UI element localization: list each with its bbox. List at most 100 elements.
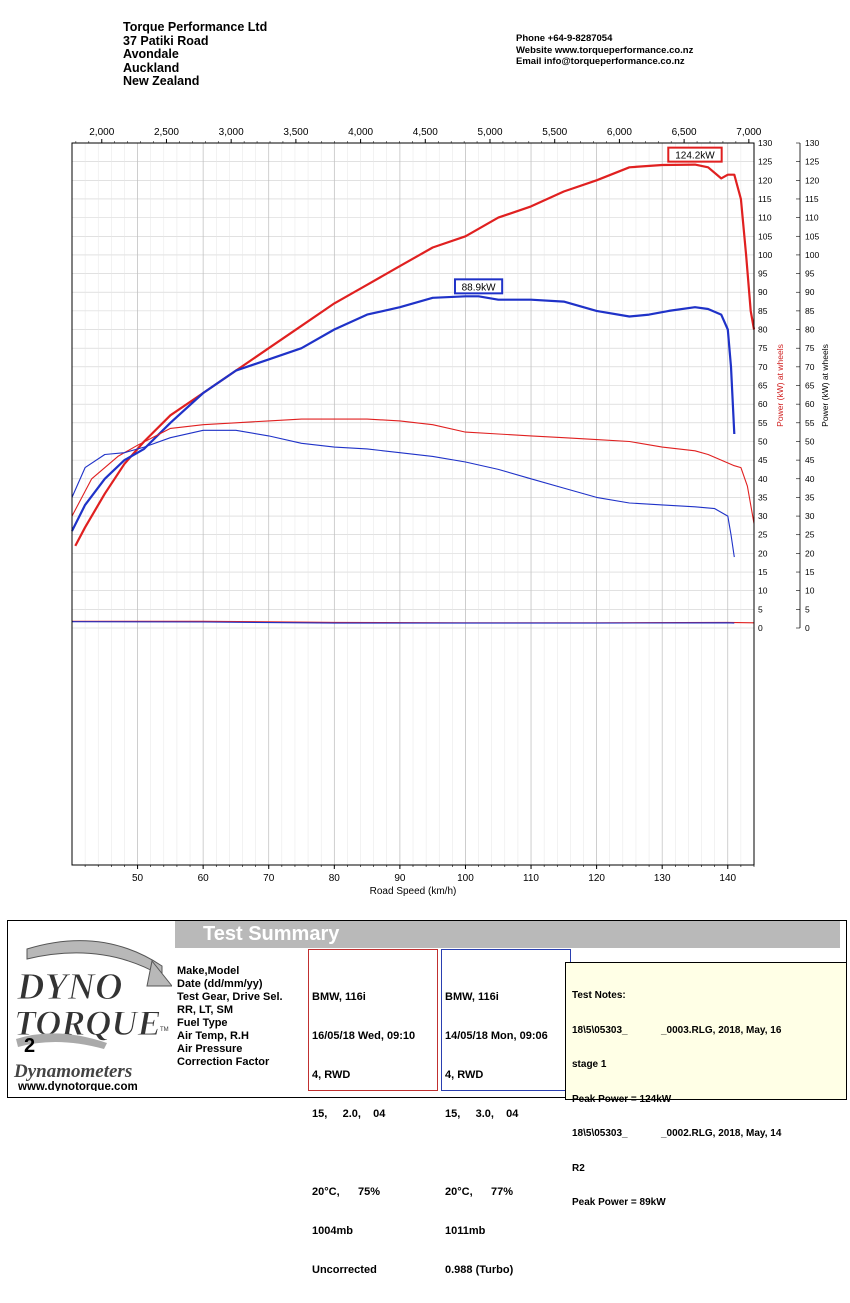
rpm-tick-label: 3,500 (283, 127, 308, 138)
test-notes-box: Test Notes: 18\5\05303_ _0003.RLG, 2018,… (565, 962, 847, 1208)
outer-y-tick-label: 65 (805, 381, 815, 391)
y-tick-label: 15 (758, 567, 768, 577)
outer-y-tick-label: 130 (805, 138, 819, 148)
y-tick-label: 35 (758, 492, 768, 502)
rpm-tick-label: 2,500 (154, 127, 179, 138)
outer-y-tick-label: 95 (805, 269, 815, 279)
rpm-tick-label: 5,000 (477, 127, 502, 138)
address-line: 37 Patiki Road (123, 33, 209, 48)
y-tick-label: 10 (758, 586, 768, 596)
y-tick-label: 115 (758, 194, 772, 204)
test-summary-title: Test Summary (203, 923, 340, 945)
outer-y-tick-label: 25 (805, 530, 815, 540)
outer-y-tick-label: 90 (805, 287, 815, 297)
rpm-tick-label: 5,500 (542, 127, 567, 138)
y-tick-label: 100 (758, 250, 772, 260)
run1-date: 16/05/18 Wed, 09:10 (312, 1030, 416, 1042)
y-tick-label: 130 (758, 138, 772, 148)
logo-number: 2 (24, 1035, 35, 1057)
y-tick-label: 25 (758, 530, 768, 540)
outer-y-tick-label: 120 (805, 175, 819, 185)
test-summary-panel: DYNO TORQUE TM 2 Dynamometers www.dynoto… (7, 920, 847, 1098)
rpm-tick-label: 2,000 (89, 127, 114, 138)
outer-y-tick-label: 55 (805, 418, 815, 428)
rpm-tick-label: 6,000 (607, 127, 632, 138)
run2-correction: 0.988 (Turbo) (445, 1264, 514, 1276)
x-tick-label: 90 (394, 873, 406, 884)
logo-url: www.dynotorque.com (17, 1081, 138, 1091)
notes-run-2-peak: Peak Power = 89kW (572, 1197, 666, 1208)
notes-file-2: 18\5\05303_ _0002.RLG, 2018, May, 14 (572, 1128, 782, 1139)
y-tick-label: 75 (758, 343, 768, 353)
x-tick-label: 70 (263, 873, 275, 884)
x-tick-label: 50 (132, 873, 144, 884)
run2-date: 14/05/18 Mon, 09:06 (445, 1030, 548, 1042)
label-fuel: Fuel Type (177, 1017, 228, 1029)
y-tick-label: 90 (758, 287, 768, 297)
label-date: Date (dd/mm/yy) (177, 978, 263, 990)
y-tick-label: 50 (758, 436, 768, 446)
run1-rr: 15, 2.0, 04 (312, 1108, 386, 1120)
series-line-1 (71, 295, 736, 532)
y-tick-label: 105 (758, 231, 772, 241)
address-line: Auckland (123, 60, 180, 75)
x-tick-label: 80 (329, 873, 341, 884)
outer-y-tick-label: 15 (805, 567, 815, 577)
address-line: New Zealand (123, 74, 200, 89)
x-tick-label: 100 (457, 873, 474, 884)
logo-dyno: DYNO (16, 966, 123, 1008)
chart-grid (72, 142, 755, 865)
outer-y-tick-label: 10 (805, 586, 815, 596)
notes-run-1-name: stage 1 (572, 1059, 607, 1070)
y-axis-label-outer: Power (kW) at wheels (820, 344, 830, 427)
outer-y-tick-label: 0 (805, 623, 810, 633)
label-make-model: Make,Model (177, 965, 240, 977)
website: Website www.torqueperformance.co.nz (516, 44, 694, 56)
outer-y-tick-label: 80 (805, 325, 815, 335)
y-tick-label: 70 (758, 362, 768, 372)
outer-y-tick-label: 125 (805, 157, 819, 167)
outer-y-tick-label: 100 (805, 250, 819, 260)
outer-y-tick-label: 20 (805, 548, 815, 558)
run1-make: BMW, 116i (312, 991, 366, 1003)
outer-y-tick-label: 105 (805, 231, 819, 241)
rpm-tick-label: 4,000 (348, 127, 373, 138)
run-2-column: BMW, 116i 14/05/18 Mon, 09:06 4, RWD 15,… (441, 949, 571, 1276)
run2-air-temp: 20°C, 77% (445, 1186, 513, 1198)
logo-dynamometers: Dynamometers (13, 1061, 132, 1082)
outer-y-tick-label: 40 (805, 474, 815, 484)
rpm-tick-label: 7,000 (736, 127, 761, 138)
run1-correction: Uncorrected (312, 1264, 377, 1276)
y-tick-label: 20 (758, 548, 768, 558)
label-correction: Correction Factor (177, 1056, 270, 1068)
notes-run-2-name: R2 (572, 1162, 585, 1174)
run-1-column: BMW, 116i 16/05/18 Wed, 09:10 4, RWD 15,… (308, 949, 438, 1276)
run1-fuel: ​ (312, 1147, 415, 1160)
run1-air-temp: 20°C, 75% (312, 1186, 380, 1198)
dynotorque-logo: DYNO TORQUE TM 2 Dynamometers www.dynoto… (13, 940, 172, 1091)
label-air-temp: Air Temp, R.H (177, 1030, 249, 1042)
outer-y-tick-label: 75 (805, 343, 815, 353)
company-name: Torque Performance Ltd (123, 20, 268, 34)
series-line-3 (71, 429, 735, 558)
y-tick-label: 110 (758, 213, 772, 223)
run1-pressure: 1004mb (312, 1225, 353, 1237)
notes-run-1-peak: Peak Power = 124kW (572, 1093, 672, 1105)
outer-y-tick-label: 50 (805, 436, 815, 446)
peak-label-box (667, 146, 723, 163)
notes-heading: Test Notes: (572, 990, 626, 1001)
run2-pressure: 1011mb (445, 1225, 486, 1237)
label-air-pressure: Air Pressure (177, 1043, 243, 1055)
y-tick-label: 5 (758, 604, 763, 614)
series-line-5 (71, 621, 735, 624)
y-tick-label: 0 (758, 623, 763, 633)
y-tick-label: 45 (758, 455, 768, 465)
outer-y-tick-label: 30 (805, 511, 815, 521)
y-tick-label: 95 (758, 269, 768, 279)
y-tick-label: 125 (758, 157, 772, 167)
rpm-tick-label: 6,500 (672, 127, 697, 138)
y-tick-label: 60 (758, 399, 768, 409)
outer-y-tick-label: 45 (805, 455, 815, 465)
